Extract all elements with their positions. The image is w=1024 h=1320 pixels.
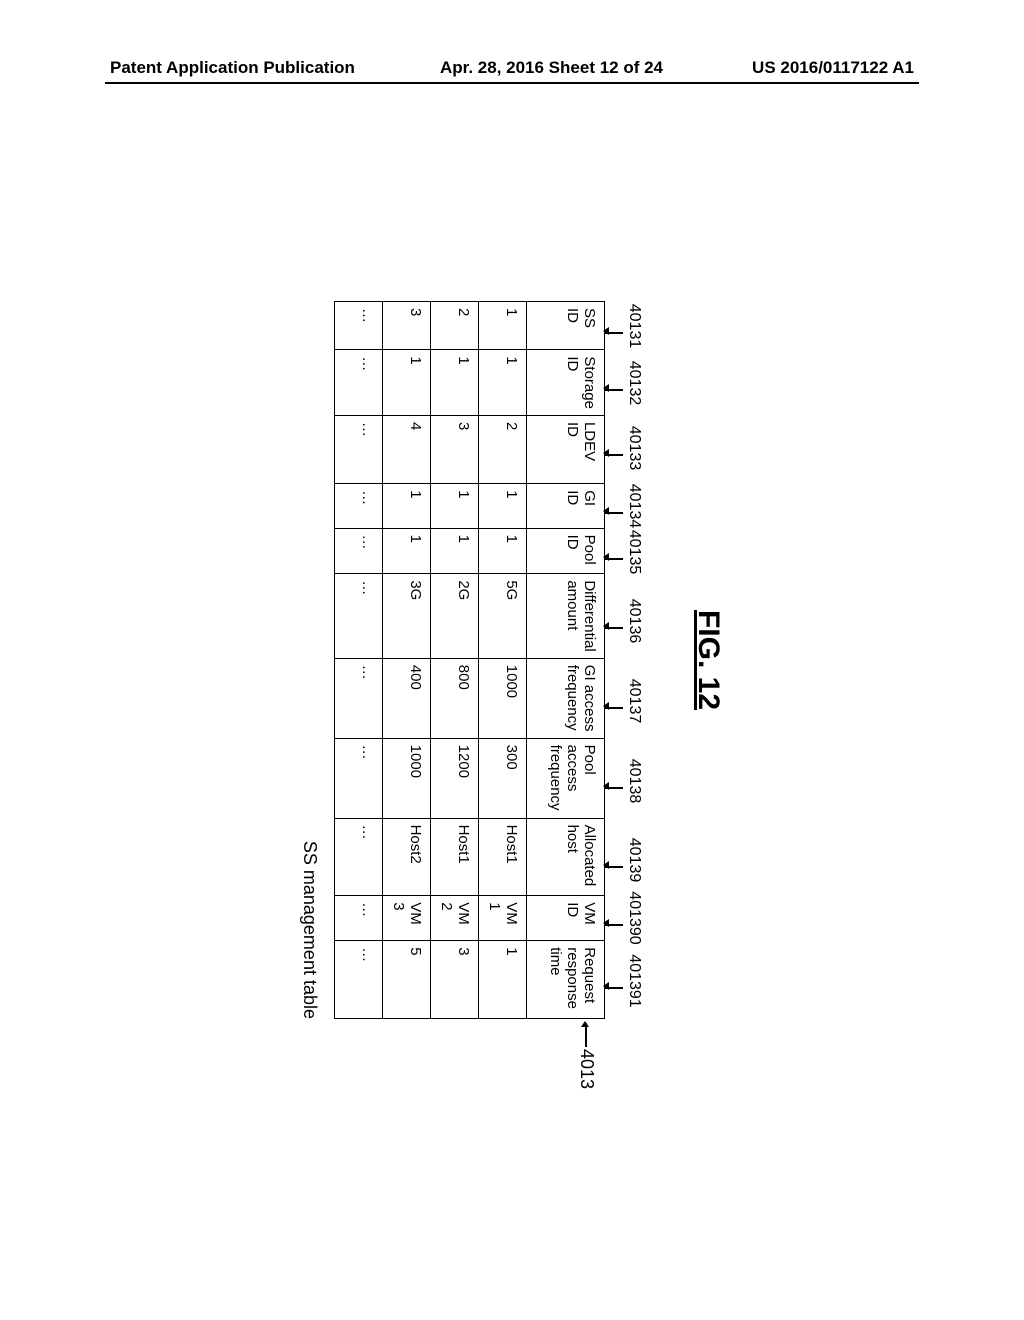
figure-block: FIG. 12 40131401324013340134401354013640… — [299, 301, 725, 1019]
column-ref: 40131 — [625, 304, 643, 349]
column-ref: 40133 — [625, 426, 643, 471]
column-ref: 40136 — [625, 599, 643, 644]
table-cell: 1200 — [431, 738, 479, 818]
callout-tick — [605, 910, 623, 926]
table-cell: 1 — [383, 484, 431, 528]
header-mid: Apr. 28, 2016 Sheet 12 of 24 — [440, 58, 663, 78]
table-cell: 1000 — [383, 738, 431, 818]
table-cell: 3G — [383, 574, 431, 658]
column-header: Storage ID — [527, 350, 605, 416]
column-ref: 40138 — [625, 759, 643, 804]
table-cell: 5G — [479, 574, 527, 658]
table-cell: Host1 — [431, 818, 479, 896]
figure-title: FIG. 12 — [691, 301, 725, 1019]
callout-tick — [605, 773, 623, 789]
callout-tick — [605, 318, 623, 334]
table-cell: 1 — [479, 528, 527, 574]
header-right: US 2016/0117122 A1 — [752, 58, 914, 78]
side-callout-label: 4013 — [576, 1049, 597, 1089]
column-callouts: 40131 40132 40133 4013440135 40136 40137 40138… — [605, 301, 651, 1019]
table-cell: 1 — [479, 484, 527, 528]
table-cell: … — [335, 302, 383, 350]
header-rule — [105, 82, 919, 84]
column-header: Differential amount — [527, 574, 605, 658]
table-cell: 5 — [383, 941, 431, 1019]
column-header: VM ID — [527, 896, 605, 941]
callout-tick — [605, 693, 623, 709]
table-cell: 1 — [383, 350, 431, 416]
table-cell: 1 — [479, 941, 527, 1019]
callout-tick — [605, 544, 623, 560]
table-cell: 1000 — [479, 658, 527, 738]
column-ref: 40132 — [625, 361, 643, 406]
table-cell: 2G — [431, 574, 479, 658]
table-cell: … — [335, 350, 383, 416]
table-cell: 1 — [431, 350, 479, 416]
column-header: Pool access frequency — [527, 738, 605, 818]
table-row: …………………………… — [335, 302, 383, 1019]
column-ref: 40134 — [625, 484, 643, 529]
table-cell: 1 — [479, 302, 527, 350]
table-cell: VM 3 — [383, 896, 431, 941]
callout-tick — [605, 375, 623, 391]
table-cell: … — [335, 738, 383, 818]
table-cell: 400 — [383, 658, 431, 738]
table-cell: 3 — [431, 941, 479, 1019]
table-cell: … — [335, 818, 383, 896]
table-cell: … — [335, 484, 383, 528]
column-ref: 401391 — [625, 954, 643, 1007]
column-header: GI ID — [527, 484, 605, 528]
table-cell: … — [335, 528, 383, 574]
callout-tick — [605, 440, 623, 456]
table-cell: … — [335, 896, 383, 941]
callout-tick — [605, 852, 623, 868]
table-caption: SS management table — [299, 301, 320, 1019]
table-cell: … — [335, 574, 383, 658]
table-cell: 1 — [383, 528, 431, 574]
table-wrap: SS IDStorage IDLDEV IDGI IDPool IDDiffer… — [334, 301, 605, 1019]
column-header: Pool ID — [527, 528, 605, 574]
column-header: Request response time — [527, 941, 605, 1019]
table-cell: Host1 — [479, 818, 527, 896]
table-cell: 3 — [431, 415, 479, 483]
ss-management-table: SS IDStorage IDLDEV IDGI IDPool IDDiffer… — [334, 301, 605, 1019]
table-cell: 2 — [431, 302, 479, 350]
table-cell: … — [335, 415, 383, 483]
column-header: LDEV ID — [527, 415, 605, 483]
column-ref: 40137 — [625, 679, 643, 724]
table-cell: 2 — [479, 415, 527, 483]
callout-tick — [605, 498, 623, 514]
table-cell: 3 — [383, 302, 431, 350]
column-header: Allocated host — [527, 818, 605, 896]
column-ref: 40135 — [625, 530, 643, 575]
column-ref: 401390 — [625, 891, 643, 944]
table-row: 213112G8001200Host1VM 23 — [431, 302, 479, 1019]
callout-tick — [605, 973, 623, 989]
table-cell: … — [335, 658, 383, 738]
table-row: 112115G1000300Host1VM 11 — [479, 302, 527, 1019]
table-cell: … — [335, 941, 383, 1019]
table-cell: 300 — [479, 738, 527, 818]
table-cell: 4 — [383, 415, 431, 483]
column-header: GI access frequency — [527, 658, 605, 738]
header-left: Patent Application Publication — [110, 58, 355, 78]
side-callout: 4013 — [571, 1023, 587, 1047]
table-cell: 1 — [479, 350, 527, 416]
table-cell: Host2 — [383, 818, 431, 896]
table-cell: 1 — [431, 528, 479, 574]
table-cell: VM 2 — [431, 896, 479, 941]
table-row: 314113G4001000Host2VM 35 — [383, 302, 431, 1019]
callout-tick — [605, 613, 623, 629]
table-cell: VM 1 — [479, 896, 527, 941]
table-cell: 800 — [431, 658, 479, 738]
column-header: SS ID — [527, 302, 605, 350]
table-cell: 1 — [431, 484, 479, 528]
column-ref: 40139 — [625, 838, 643, 883]
